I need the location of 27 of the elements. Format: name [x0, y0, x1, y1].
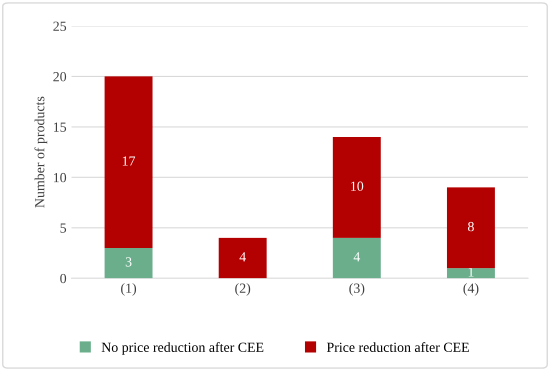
- bar: [446, 268, 495, 278]
- y-axis-title: Number of products: [34, 96, 48, 208]
- y-tick-label: 25: [53, 22, 66, 31]
- x-tick-label: (3): [349, 283, 364, 296]
- y-tick-label: 0: [60, 274, 66, 284]
- legend-label: Price reduction after CEE: [326, 342, 469, 352]
- bar: [218, 238, 267, 278]
- bar: [104, 248, 153, 278]
- data-label: 10: [351, 182, 364, 191]
- x-tick-label: (1): [121, 283, 136, 296]
- y-tick-label: 15: [54, 122, 66, 132]
- bar: [332, 238, 381, 278]
- bar: [332, 136, 381, 238]
- data-label: 4: [354, 252, 360, 262]
- data-label: 17: [122, 156, 136, 166]
- bar: [104, 76, 153, 248]
- data-label: 1: [468, 267, 474, 277]
- bar: [446, 187, 495, 268]
- data-label: 8: [468, 222, 474, 232]
- y-tick-label: 20: [53, 72, 66, 82]
- legend-label: No price reduction after CEE: [102, 342, 264, 355]
- data-label: 4: [239, 252, 246, 262]
- y-tick-label: 5: [60, 224, 66, 233]
- y-tick-label: 10: [54, 172, 66, 182]
- data-label: 3: [126, 257, 132, 267]
- x-tick-label: (2): [235, 283, 250, 296]
- x-tick-label: (4): [463, 283, 478, 296]
